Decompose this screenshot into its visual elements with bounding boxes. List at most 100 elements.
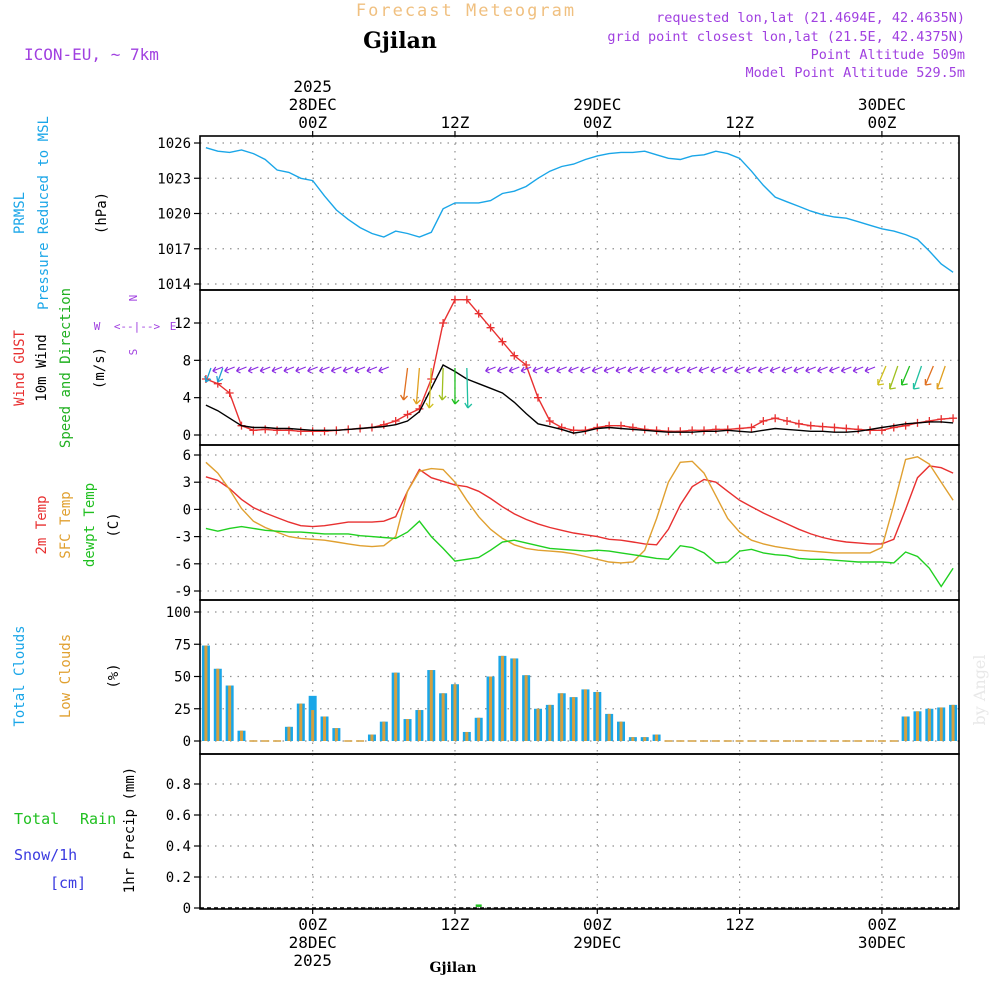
pressure-ytick-label: 1026 [157,136,191,152]
top-axis-label: 30DEC [858,95,906,114]
wind-arrow [520,366,532,374]
wind-arrow [259,366,271,374]
wind-arrow [745,366,757,374]
low-cloud-bar [500,655,504,741]
low-cloud-bar [904,716,908,741]
model-altitude: Model Point Altitude 529.5m [746,65,965,81]
gust-marker [510,351,519,360]
gust-marker [854,425,863,434]
gust-marker [486,323,495,332]
low-cloud-bar [394,672,398,741]
low-cloud-bar [406,719,410,741]
temperature-sfc-temp-line [205,456,954,564]
wind-arrow [651,366,662,374]
low-cloud-bar [524,675,528,741]
temperature-ytick-label: -3 [174,530,191,546]
low-clouds-label: Low Clouds [58,634,74,718]
top-axis-label: 28DEC [289,95,337,114]
wind-arrow [236,366,247,374]
gust-marker [439,319,448,327]
rain-bar [475,904,482,907]
gust-marker [688,426,697,435]
gust-marker [605,421,614,430]
low-cloud-bar [204,645,208,741]
pressure-panel: 1014 1017 1020 1023 1026 [157,135,960,293]
precip-frame [199,753,960,910]
footer-location: Gjilan [430,960,477,976]
gust-marker [794,419,803,428]
wind-10m-wind-line [205,364,954,434]
wind-arrow [793,366,805,374]
low-cloud-bar [536,708,540,741]
pressure-prmsl-line [205,147,954,273]
watermark: by Angel [970,654,989,725]
wind-arrow [412,367,421,405]
gust-marker [723,425,732,434]
wind-ytick-label: 0 [183,428,191,444]
low-cloud-bar [370,734,374,741]
total-label: Total [14,810,59,828]
compass-w: W [94,320,101,333]
wind-wind-gust-line [205,299,954,432]
wind-arrow [378,366,390,374]
wind-arrow [425,367,434,409]
wind-arrow [224,366,235,374]
gust-marker [949,414,958,423]
wind-arrow [710,366,722,374]
wind-arrow [342,366,354,374]
location-title: Gjilan [363,28,437,54]
wind-arrow [603,366,615,374]
wind-arrow [247,366,259,374]
gust-marker [533,393,542,402]
wind-compass: N W <--|--> E S [94,295,177,356]
gust-marker [830,423,839,432]
gust-marker [284,426,293,435]
gust-marker [842,424,851,433]
top-axis-label: 29DEC [573,95,621,114]
low-cloud-bar [939,707,943,741]
wind-arrow [556,366,567,374]
low-cloud-bar [655,734,659,741]
wind-label: 10m Wind [34,334,50,401]
gust-marker [759,417,768,425]
requested-coords: requested lon,lat (21.4694E, 42.4635N) [656,10,965,26]
low-cloud-bar [619,721,623,741]
wind-arrow [769,366,781,374]
wind-arrow [464,367,473,409]
gust-marker [320,427,329,436]
bottom-axis-label: 12Z [725,915,754,934]
prmsl-desc-label: Pressure Reduced to MSL [36,116,52,310]
wind-arrow [508,366,520,374]
wind-arrow [817,366,828,374]
precip-ytick-label: 0.6 [166,808,191,824]
dewpt-label: dewpt Temp [82,483,98,567]
temperature-ytick-label: -6 [174,557,191,573]
wind-arrow [212,366,224,374]
low-cloud-bar [631,737,635,741]
bottom-axis-label: 2025 [293,951,332,970]
gust-marker [273,426,282,435]
low-cloud-bar [334,728,338,741]
gust-marker [889,423,898,432]
gust-marker [522,361,531,369]
wind-arrow [330,366,342,374]
total-clouds-label: Total Clouds [12,625,28,726]
compass-axis: <--|--> [114,320,161,333]
wind-arrow [900,365,911,386]
wind-arrow [757,366,769,374]
temperature-panel: -9 -6 -3 0 3 6 [174,444,960,601]
compass-e: E [170,320,177,333]
wind-arrow [781,366,793,374]
low-cloud-bar [228,685,232,741]
low-cloud-bar [477,717,481,741]
low-cloud-bar [299,703,303,741]
wind-arrow [924,365,934,386]
gust-marker [296,427,305,436]
temp-unit: (C) [106,512,122,537]
wind-arrow [722,366,733,374]
wind-arrow [805,366,816,374]
temperature-ytick-label: 6 [183,448,191,464]
clouds-ytick-label: 75 [174,637,191,653]
pressure-ytick-label: 1014 [157,277,191,293]
